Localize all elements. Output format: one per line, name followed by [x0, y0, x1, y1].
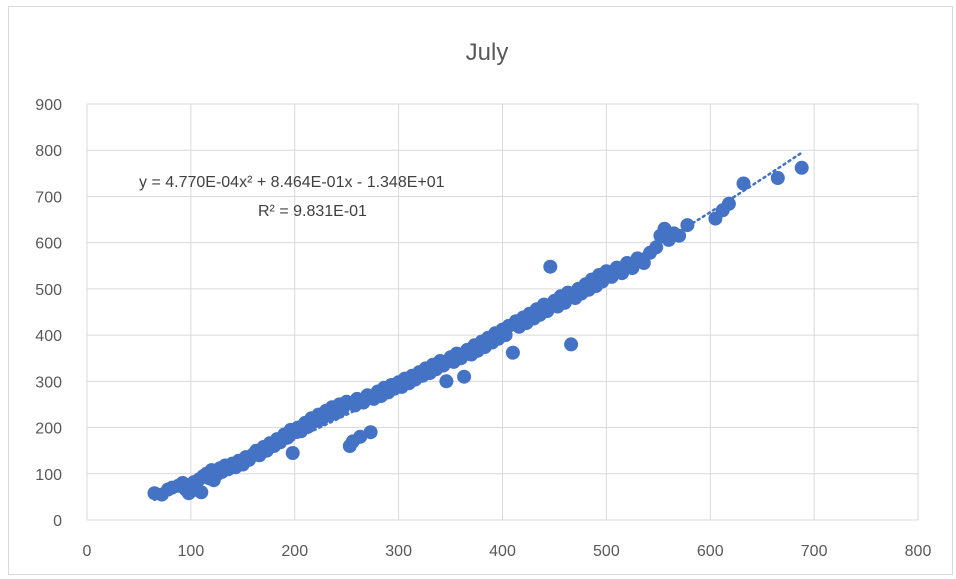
trendline: [153, 151, 803, 502]
x-tick-label: 600: [697, 543, 724, 560]
x-tick-label: 300: [385, 543, 412, 560]
data-point: [770, 171, 785, 185]
trendline-r-squared: R² = 9.831E-01: [258, 203, 367, 220]
data-point: [736, 176, 751, 191]
chart-title: July: [466, 39, 509, 66]
x-tick-label: 400: [489, 543, 516, 560]
y-tick-label: 0: [53, 513, 62, 530]
data-point: [564, 337, 579, 352]
axis-ticks: 0 100 200 300 400 500 600 700 800 0 100 200 300 400 50…: [35, 97, 931, 560]
x-tick-label: 700: [801, 543, 828, 560]
data-point: [363, 425, 378, 440]
data-point: [672, 228, 687, 243]
trendline-layer: [153, 151, 803, 502]
x-tick-label: 500: [593, 543, 620, 560]
data-point: [194, 485, 209, 500]
trendline-equation: y = 4.770E-04x² + 8.464E-01x - 1.348E+01: [139, 174, 445, 191]
data-point: [543, 259, 558, 274]
y-tick-label: 500: [35, 282, 62, 299]
x-tick-label: 800: [905, 543, 932, 560]
chart-frame: [8, 6, 953, 575]
data-point: [794, 160, 809, 175]
y-tick-label: 600: [35, 236, 62, 253]
y-tick-label: 200: [35, 421, 62, 438]
y-tick-label: 300: [35, 374, 62, 391]
data-point: [505, 345, 520, 360]
data-point: [457, 369, 472, 384]
data-point: [721, 196, 736, 211]
y-tick-label: 700: [35, 189, 62, 206]
data-points: [147, 160, 809, 502]
x-tick-label: 100: [178, 543, 205, 560]
y-tick-label: 800: [35, 143, 62, 160]
data-point: [439, 374, 454, 389]
y-tick-label: 100: [35, 467, 62, 484]
gridlines: [86, 103, 919, 521]
x-tick-label: 0: [83, 543, 92, 560]
data-point: [636, 256, 651, 270]
y-tick-label: 900: [35, 97, 62, 114]
x-tick-label: 200: [281, 543, 308, 560]
y-tick-label: 400: [35, 328, 62, 345]
data-point: [285, 446, 300, 460]
